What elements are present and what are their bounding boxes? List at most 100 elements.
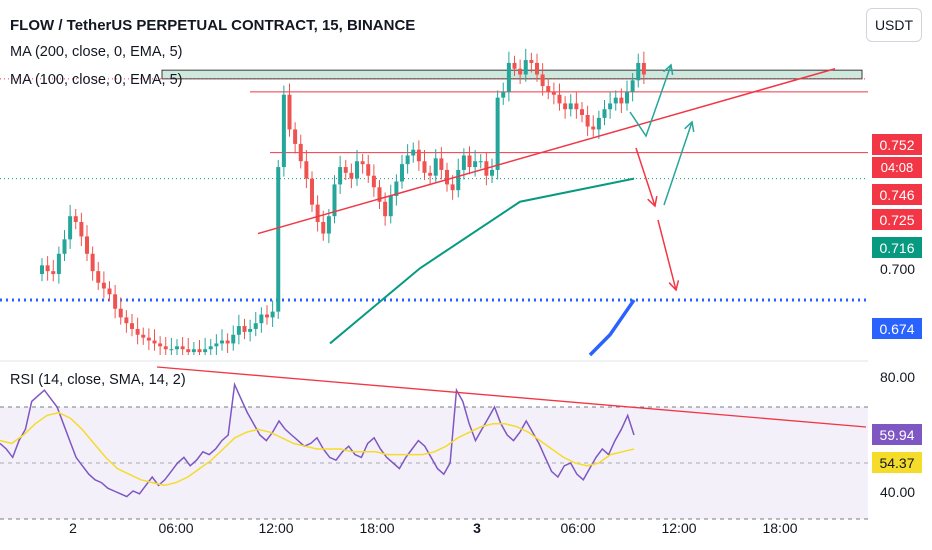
price-tag-level: 0.674 [872,318,922,339]
bearish-arrow-upper [635,147,656,207]
candle-body [506,62,511,92]
candle-body [495,97,500,170]
candle-body [242,326,247,332]
candle-body [73,216,78,222]
candle-body [535,62,539,75]
candle-body [388,195,393,217]
candle-body [411,149,416,156]
candle-body [56,253,61,275]
candle-body [349,172,354,179]
candle-body [377,187,382,202]
candles [40,48,646,355]
candle-body [360,161,365,165]
candle-body [383,201,388,217]
time-label: 2 [69,520,77,536]
candle-body [557,94,562,104]
candle-body [445,169,449,185]
candle-body [433,158,438,176]
rsi-pane [0,366,868,520]
candle-body [225,340,230,344]
resistance-zone [161,69,863,80]
candle-body [467,155,472,168]
candle-body [186,349,191,353]
rsi-descending-trendline [156,366,867,428]
price-tag-ema: 0.716 [872,237,922,258]
candle-body [580,109,584,115]
ema-lines [329,177,636,357]
bearish-arrow-lower [657,219,677,291]
ma-200-legend: MA (200, close, 0, EMA, 5) [10,44,183,60]
candle-body [563,103,568,110]
candle-body [113,294,118,309]
candle-body [625,91,629,104]
candle-body [574,103,579,110]
bullish-arrow-lower [663,121,693,206]
candle-body [310,178,314,205]
candle-body [152,340,157,344]
candle-body [85,236,89,254]
time-label: 12:00 [661,520,697,536]
rsi-sma-tag: 54.37 [872,452,922,473]
candle-body [428,172,433,176]
currency-unit-button[interactable]: USDT [866,8,922,42]
time-label: 12:00 [258,520,294,536]
candle-body [490,169,494,176]
candle-body [591,126,596,130]
candle-body [141,334,146,338]
time-label: 3 [473,520,481,536]
candle-body [619,97,624,104]
candle-body [180,346,185,350]
candle-body [439,158,444,170]
candle-body [287,94,292,130]
candle-body [253,323,258,329]
candle-body [281,94,286,168]
candle-body [40,265,44,275]
candle-body [276,167,281,312]
candle-body [191,349,196,353]
candle-body [79,221,84,237]
candle-body [332,184,337,217]
time-label: 18:00 [359,520,395,536]
price-lines [0,78,868,362]
rsi-value-tag: 59.94 [872,424,922,445]
candle-body [315,204,320,222]
candle-body [355,161,359,179]
price-tag-resistance: 0.752 [872,134,922,155]
candle-body [540,74,545,87]
candle-body [551,91,556,95]
candle-body [366,164,371,176]
candle-body [405,155,410,165]
candle-body [298,143,303,162]
rsi-legend: RSI (14, close, SMA, 14, 2) [10,372,186,388]
candle-body [636,62,641,81]
ema-200-line [329,177,635,345]
candle-body [602,109,607,118]
candle-body [478,161,483,163]
price-tag-last: 0.746 [872,184,922,205]
candle-body [596,117,601,130]
candle-body [338,167,343,185]
candle-body [62,239,67,254]
candle-body [203,349,208,353]
candle-body [585,114,590,127]
trend-drawings [257,63,836,292]
candle-body [208,346,213,350]
bullish-arrow-upper-head [663,63,674,75]
candle-body [461,155,466,170]
candle-body [248,328,253,332]
resistance-zone-rect [161,69,863,80]
rsi-axis-bottom: 40.00 [880,484,916,500]
candle-body [613,97,618,104]
candle-body [630,80,635,92]
candle-body [124,317,129,324]
candle-body [518,68,523,75]
candle-body [456,169,461,191]
candle-body [641,62,646,75]
candle-body [568,103,573,110]
candle-body [265,314,269,318]
bearish-arrow-lower-head [668,280,680,292]
bullish-arrow-lower-head [684,120,695,132]
candle-body [68,216,73,240]
candle-body [321,221,326,234]
